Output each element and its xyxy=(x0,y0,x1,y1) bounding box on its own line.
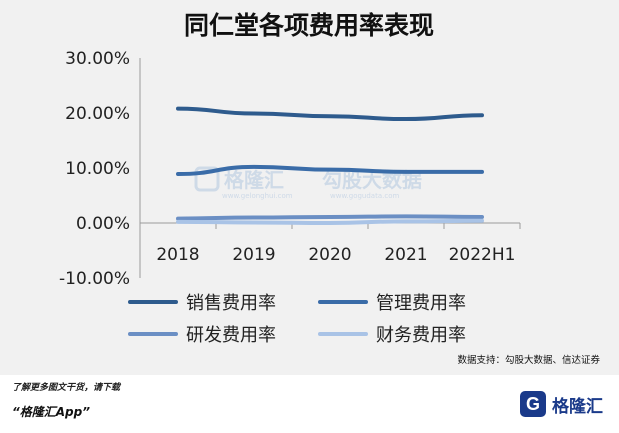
footer-logo: G 格隆汇 xyxy=(520,391,603,417)
legend-label: 销售费用率 xyxy=(186,293,276,314)
x-tick-label: 2020 xyxy=(308,245,351,265)
footer-note: 了解更多图文干货，请下载 xyxy=(12,383,121,393)
series-line xyxy=(176,106,484,122)
source-note: 数据支持：勾股大数据、信达证券 xyxy=(457,354,600,366)
watermark: 格隆汇 www.gelonghui.com 勾股大数据 www.gogudata… xyxy=(194,166,422,200)
footer-left: 了解更多图文干货，请下载 “格隆汇App” xyxy=(12,380,312,420)
y-tick-label: 0.00% xyxy=(76,214,130,234)
series-line xyxy=(176,214,484,221)
footer-brand: 格隆汇 xyxy=(552,396,603,417)
line-chart: 同仁堂各项费用率表现 格隆汇 www.gelonghui.com 勾股大数据 w… xyxy=(59,11,600,366)
y-tick-label: -10.00% xyxy=(59,269,130,289)
series-line xyxy=(176,164,484,177)
x-tick-label: 2022H1 xyxy=(449,245,516,265)
watermark-logo-icon xyxy=(194,166,220,192)
chart-panel: 同仁堂各项费用率表现 格隆汇 www.gelonghui.com 勾股大数据 w… xyxy=(0,0,619,375)
x-tick-labels: 2018 2019 2020 2021 2022H1 xyxy=(156,245,515,265)
legend-label: 财务费用率 xyxy=(376,325,466,346)
series-lines xyxy=(176,106,484,226)
x-tick-label: 2018 xyxy=(156,245,199,265)
footer-app-name: “格隆汇App” xyxy=(12,405,90,419)
series-line xyxy=(176,218,484,226)
watermark-brand: 格隆汇 xyxy=(224,168,284,192)
y-tick-label: 20.00% xyxy=(65,104,130,124)
y-tick-label: 30.00% xyxy=(65,49,130,69)
watermark-site2: www.gogudata.com xyxy=(330,192,399,200)
chart-title: 同仁堂各项费用率表现 xyxy=(184,11,434,40)
watermark-site1: www.gelonghui.com xyxy=(222,192,293,200)
x-tick-label: 2021 xyxy=(384,245,427,265)
brand-logo-icon: G xyxy=(520,391,546,417)
legend-label: 管理费用率 xyxy=(376,293,466,314)
legend-label: 研发费用率 xyxy=(186,325,276,346)
x-tick-label: 2019 xyxy=(232,245,275,265)
y-tick-labels: 30.00% 20.00% 10.00% 0.00% -10.00% xyxy=(59,49,130,289)
y-tick-label: 10.00% xyxy=(65,159,130,179)
